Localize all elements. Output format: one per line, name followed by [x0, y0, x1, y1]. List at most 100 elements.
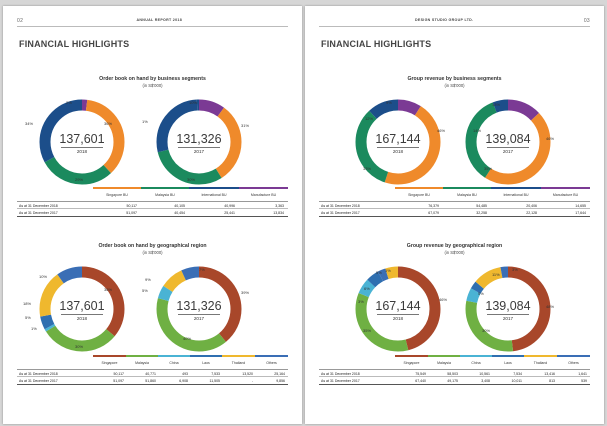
- donut-percent: 30%: [482, 328, 491, 333]
- donut-segment: [156, 266, 242, 352]
- donut-segment: [465, 99, 551, 185]
- donut-segment: [156, 266, 242, 352]
- donut-ring: [156, 266, 242, 352]
- donut-percent: 40%: [183, 336, 192, 341]
- table-cell: 51,097: [113, 379, 124, 383]
- table-header-cell: International BU: [189, 187, 239, 201]
- table-cell: 3,363: [275, 204, 284, 208]
- table-cell: 67,079: [428, 211, 439, 215]
- row-label: As at 31 December 2018: [321, 372, 360, 376]
- table-row: As at 31 December 2017 51,097 51,860 6,9…: [17, 377, 288, 385]
- donut-percent: 18%: [23, 301, 32, 306]
- chart-title: Order book on hand by geographical regio…: [98, 243, 207, 249]
- donut-segment: [465, 266, 551, 352]
- table-header-cell: Manufacture BU: [239, 187, 288, 201]
- table-cell: 20,406: [526, 204, 537, 208]
- left-page: 02 ANNUAL REPORT 2018 FINANCIAL HIGHLIGH…: [3, 6, 302, 424]
- donut-percent: 46%: [437, 128, 446, 133]
- donut-chart: 139,084 2017: [463, 97, 553, 187]
- running-header: ANNUAL REPORT 2018: [136, 18, 182, 22]
- donut-percent: 33%: [363, 166, 372, 171]
- donut-percent: 5%: [376, 270, 382, 275]
- table-cell: 13,834: [273, 211, 284, 215]
- donut-percent: 39%: [241, 290, 250, 295]
- donut-percent: 2%: [66, 100, 72, 105]
- table-cell: 75,549: [415, 372, 426, 376]
- table-header-cell: Singapore BU: [93, 187, 141, 201]
- table-cell: 7,533: [211, 372, 220, 376]
- table-cell: 25,441: [224, 211, 235, 215]
- table-header: Singapore BU Malaysia BU International B…: [319, 187, 590, 201]
- donut-year: 2017: [193, 149, 205, 154]
- table-header-cell: Malaysia: [126, 355, 158, 369]
- donut-percent: 14%: [473, 128, 482, 133]
- page-number: 02: [17, 18, 24, 24]
- table-header-cell: Others: [557, 355, 590, 369]
- donut-percent: 34%: [25, 121, 34, 126]
- table-cell: 13,520: [242, 372, 253, 376]
- donut-segment: [355, 99, 441, 185]
- table-cell: 6,908: [179, 379, 188, 383]
- donut-percent: 12%: [365, 116, 374, 121]
- table-cell: 493: [182, 372, 188, 376]
- table-cell: 76,379: [428, 204, 439, 208]
- donut-total: 137,601: [59, 132, 105, 146]
- donut-ring: [39, 266, 125, 352]
- chart-unit: (in S$'000): [142, 250, 163, 255]
- table-cell: 10,011: [511, 379, 522, 383]
- table-cell: 11,505: [209, 379, 220, 383]
- table-header-cell: Manufacture BU: [541, 187, 590, 201]
- donut-year: 2018: [392, 149, 404, 154]
- table-cell: 22,128: [526, 211, 537, 215]
- data-table: Singapore BU Malaysia BU International B…: [17, 187, 288, 219]
- donut-segment: [355, 99, 441, 185]
- table-cell: 14,655: [575, 204, 586, 208]
- donut-percent: 9%: [386, 100, 392, 105]
- table-header: Singapore Malaysia China Laos Thailand O…: [319, 355, 590, 369]
- donut-ring: [465, 266, 551, 352]
- donut-ring: [465, 99, 551, 185]
- donut-year: 2017: [502, 149, 514, 154]
- donut-total: 167,144: [375, 299, 421, 313]
- chart-title: Order book on hand by business segments: [99, 76, 206, 82]
- donut-divider: [178, 147, 220, 148]
- donut-percent: 35%: [484, 166, 493, 171]
- table-cell: 40,771: [145, 372, 156, 376]
- chart-unit: (in S$'000): [444, 83, 465, 88]
- donut-year: 2017: [193, 316, 205, 321]
- donut-segment: [355, 266, 441, 352]
- donut-segment: [156, 99, 242, 185]
- table-cell: 50,117: [126, 204, 137, 208]
- donut-year: 2017: [502, 316, 514, 321]
- table-header-cell: Laos: [492, 355, 524, 369]
- chart-unit: (in S$'000): [142, 83, 163, 88]
- table-row: As at 31 December 2018 75,549 58,503 10,…: [319, 369, 590, 377]
- donut-percent: 1%: [31, 326, 37, 331]
- header-rule: [319, 26, 590, 27]
- page-title: FINANCIAL HIGHLIGHTS: [321, 39, 432, 49]
- donut-segment: [39, 266, 125, 352]
- table-header: Singapore BU Malaysia BU International B…: [17, 187, 288, 201]
- table-row: As at 31 December 2017 67,440 49,175 3,4…: [319, 377, 590, 385]
- table-header-cell: Singapore BU: [395, 187, 443, 201]
- table-cell: 40,454: [174, 211, 185, 215]
- donut-segment: [355, 266, 441, 352]
- donut-segment: [156, 99, 242, 185]
- table-header-cell: Singapore: [93, 355, 126, 369]
- donut-divider: [377, 147, 419, 148]
- donut-divider: [487, 314, 529, 315]
- table-cell: 40,996: [224, 204, 235, 208]
- table-cell: 51,097: [126, 211, 137, 215]
- donut-total: 137,601: [59, 299, 105, 313]
- donut-year: 2018: [76, 149, 88, 154]
- row-label: As at 31 December 2017: [19, 379, 58, 383]
- donut-chart: 131,326 2017: [154, 264, 244, 354]
- chart-unit: (in S$'000): [444, 250, 465, 255]
- donut-percent: 46%: [439, 297, 448, 302]
- donut-percent: 10%: [189, 100, 198, 105]
- donut-total: 131,326: [176, 132, 222, 146]
- data-table: Singapore Malaysia China Laos Thailand O…: [319, 355, 590, 387]
- table-row: As at 31 December 2018 50,117 40,771 493…: [17, 369, 288, 377]
- table-cell: 32,258: [476, 211, 487, 215]
- table-header-cell: Malaysia: [428, 355, 460, 369]
